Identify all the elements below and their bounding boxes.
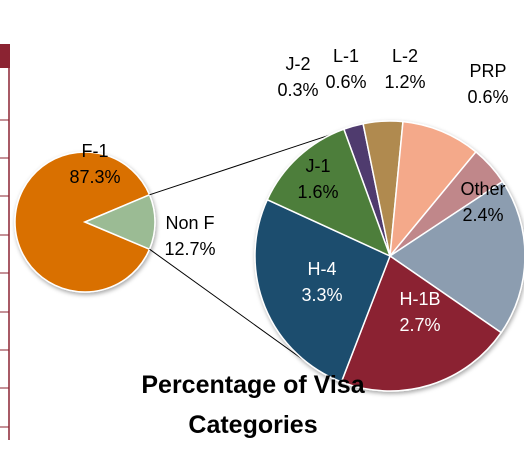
- slice-label-value: 2.4%: [462, 205, 503, 225]
- slice-label-name: L-2: [392, 46, 418, 66]
- slice-label-name: F-1: [82, 141, 109, 161]
- connector-line: [149, 134, 331, 196]
- slice-label-name: Non F: [165, 213, 214, 233]
- slice-label-value: 0.6%: [325, 72, 366, 92]
- slice-label-value: 1.6%: [297, 182, 338, 202]
- slice-label-value: 2.7%: [399, 315, 440, 335]
- slice-label-name: J-1: [305, 156, 330, 176]
- slice-label-name: L-1: [333, 46, 359, 66]
- slice-label-value: 87.3%: [69, 167, 120, 187]
- slice-label-value: 12.7%: [164, 239, 215, 259]
- slice-label-value: 3.3%: [301, 285, 342, 305]
- pie-slice: [340, 254, 503, 392]
- slice-label-name: J-2: [285, 54, 310, 74]
- slice-label-name: H-4: [307, 259, 336, 279]
- pie-slice: [388, 180, 524, 334]
- pie-slice: [83, 193, 156, 251]
- slice-label-name: PRP: [469, 61, 506, 81]
- pie-slice: [254, 198, 391, 383]
- slice-label-name: Other: [460, 179, 505, 199]
- slice-label-value: 1.2%: [384, 72, 425, 92]
- pie-slice: [266, 128, 392, 258]
- pie-slice: [389, 120, 477, 259]
- connector-line: [149, 248, 308, 363]
- secondary-pie: [254, 120, 524, 392]
- main-pie: [14, 151, 156, 293]
- slice-label-value: 0.6%: [467, 87, 508, 107]
- slice-label-value: 0.3%: [277, 80, 318, 100]
- background-table-edge: [0, 44, 10, 440]
- chart-title: Percentage of Visa Categories: [141, 371, 365, 439]
- slice-label-name: H-1B: [399, 289, 440, 309]
- pie-slice: [14, 151, 151, 293]
